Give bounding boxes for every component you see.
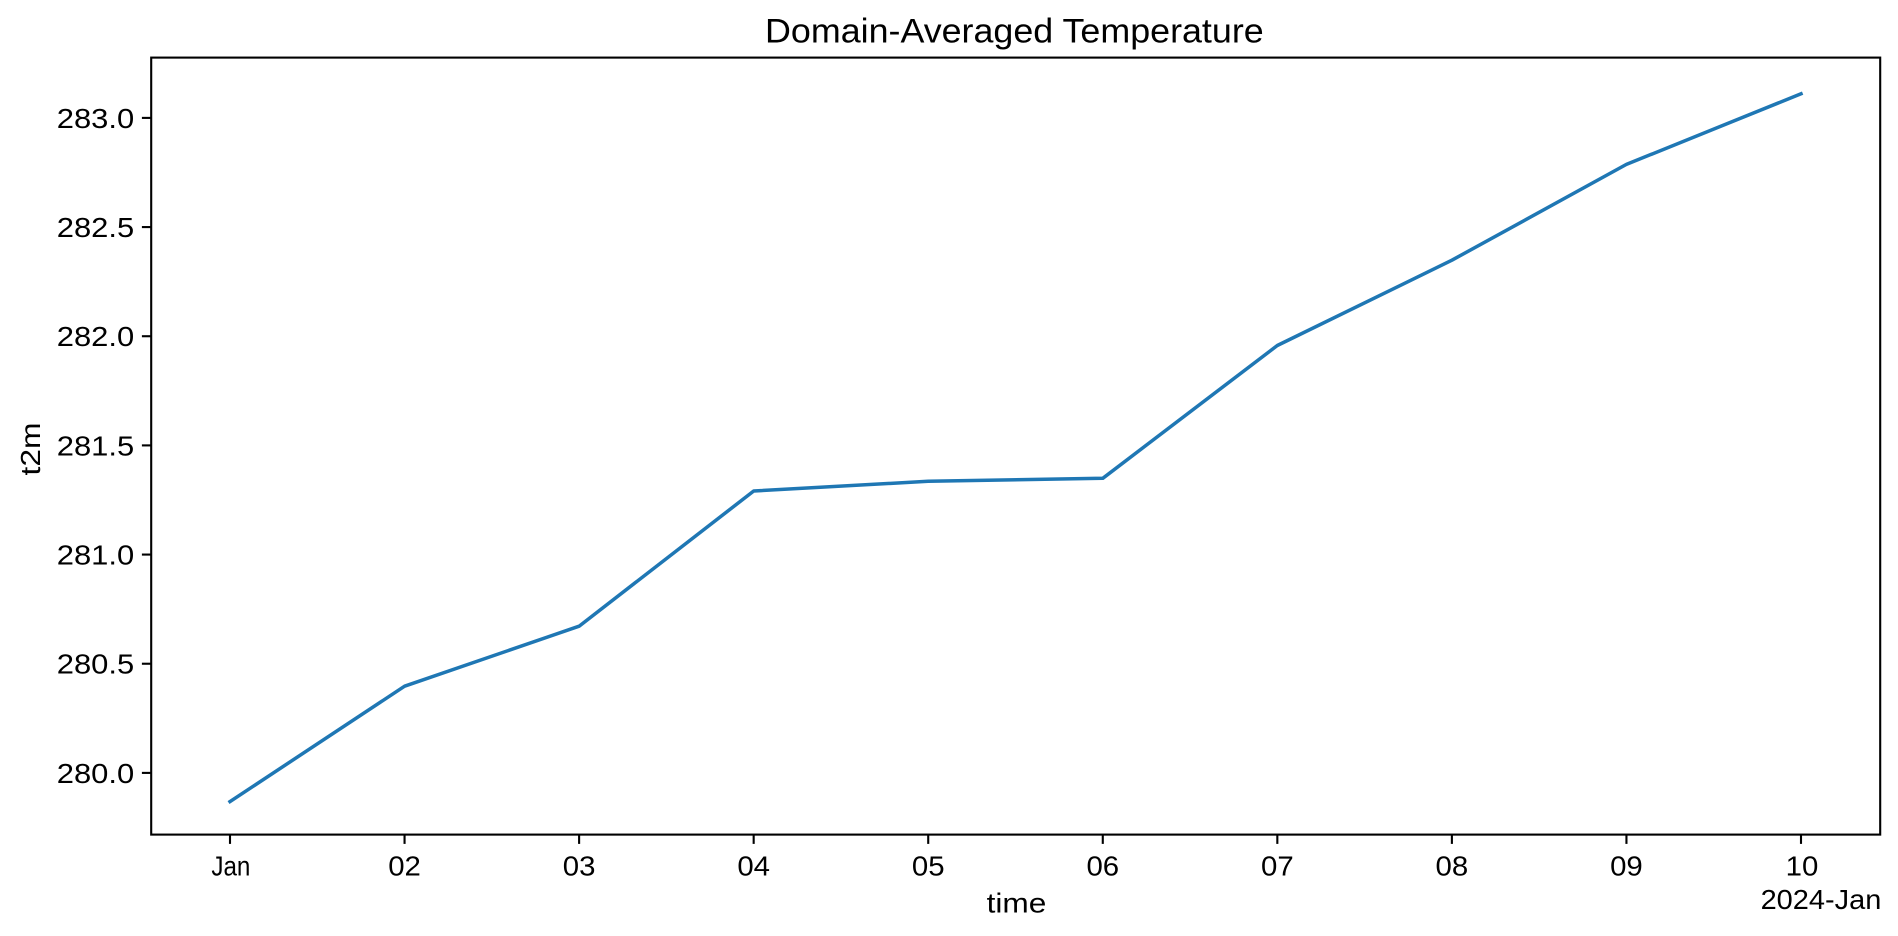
svg-text:282.5: 282.5 [57, 212, 134, 243]
svg-text:282.0: 282.0 [57, 322, 134, 353]
svg-text:06: 06 [1086, 851, 1119, 882]
svg-text:2024-Jan: 2024-Jan [1761, 885, 1882, 916]
svg-text:02: 02 [388, 851, 421, 882]
svg-text:281.0: 281.0 [57, 540, 134, 571]
svg-text:07: 07 [1261, 851, 1294, 882]
svg-text:10: 10 [1786, 851, 1819, 882]
svg-text:05: 05 [912, 851, 945, 882]
svg-text:Jan: Jan [211, 850, 250, 882]
svg-text:t2m: t2m [16, 423, 47, 476]
svg-text:Domain-Averaged Temperature: Domain-Averaged Temperature [765, 12, 1264, 50]
svg-text:281.5: 281.5 [57, 431, 134, 462]
svg-text:08: 08 [1436, 851, 1469, 882]
svg-text:280.0: 280.0 [57, 758, 134, 789]
svg-text:03: 03 [563, 851, 596, 882]
svg-text:04: 04 [737, 851, 770, 882]
svg-text:280.5: 280.5 [57, 649, 134, 680]
svg-text:283.0: 283.0 [57, 103, 134, 134]
svg-text:09: 09 [1610, 851, 1643, 882]
svg-text:time: time [987, 888, 1047, 919]
